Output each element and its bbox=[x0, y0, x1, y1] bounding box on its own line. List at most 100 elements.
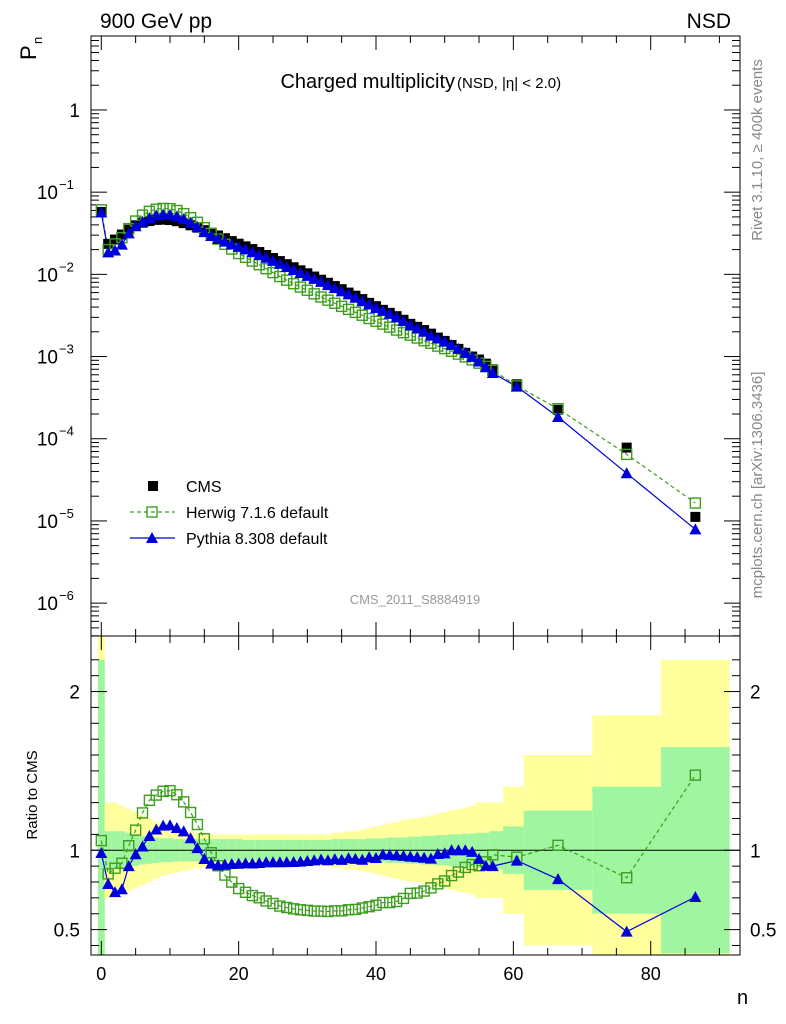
top-y-tick-label: 10 bbox=[37, 512, 58, 533]
herwig-ratio-marker bbox=[157, 785, 169, 797]
top-y-tick-exponent: −2 bbox=[59, 259, 74, 274]
herwig-marker bbox=[363, 312, 375, 325]
pythia-marker bbox=[273, 257, 286, 269]
pythia-ratio-marker bbox=[689, 891, 702, 903]
top-y-tick-label: 1 bbox=[69, 101, 80, 122]
pythia-ratio-marker bbox=[438, 847, 451, 859]
herwig-marker bbox=[390, 324, 403, 336]
pythia-marker bbox=[239, 243, 252, 255]
herwig-marker bbox=[356, 309, 368, 321]
header-left: 900 GeV pp bbox=[100, 10, 212, 33]
herwig-ratio-marker bbox=[620, 872, 633, 884]
pythia-ratio-marker bbox=[466, 845, 479, 857]
watermark: CMS_2011_S8884919 bbox=[350, 592, 481, 607]
pythia-marker bbox=[301, 269, 314, 281]
pythia-marker bbox=[328, 282, 341, 294]
herwig-marker bbox=[370, 315, 382, 328]
pythia-marker bbox=[212, 233, 225, 245]
pythia-ratio-marker bbox=[473, 852, 486, 864]
pythia-marker bbox=[383, 307, 396, 319]
herwig-ratio-marker bbox=[294, 904, 307, 916]
pythia-ratio-marker bbox=[459, 844, 472, 856]
pythia-marker bbox=[376, 304, 389, 316]
pythia-ratio-marker bbox=[95, 847, 108, 859]
herwig-marker bbox=[329, 297, 341, 309]
herwig-ratio-marker bbox=[281, 901, 293, 914]
cms-marker bbox=[158, 214, 169, 225]
pythia-marker bbox=[620, 467, 633, 479]
herwig-ratio-marker bbox=[322, 905, 334, 918]
pythia-marker bbox=[177, 213, 190, 225]
pythia-marker bbox=[424, 329, 437, 341]
herwig-ratio-marker bbox=[552, 839, 564, 852]
herwig-marker bbox=[287, 277, 300, 290]
pythia-ratio-marker bbox=[102, 878, 115, 890]
herwig-ratio-marker bbox=[390, 895, 403, 908]
x-tick-label: 20 bbox=[229, 964, 249, 984]
top-y-tick-exponent: −6 bbox=[59, 588, 74, 603]
herwig-ratio-marker bbox=[219, 869, 231, 881]
herwig-ratio-marker bbox=[287, 903, 300, 915]
pythia-marker bbox=[205, 229, 218, 241]
chart-title-main: Charged multiplicity bbox=[280, 71, 455, 93]
herwig-marker bbox=[294, 281, 307, 293]
top-ylabel-sub: n bbox=[30, 37, 45, 44]
pythia-marker bbox=[431, 332, 444, 344]
chart-title-sub: (NSD, |η| < 2.0) bbox=[457, 75, 561, 92]
top-y-tick-label: 10 bbox=[37, 183, 58, 204]
pythia-marker bbox=[218, 235, 231, 247]
header-right: NSD bbox=[687, 10, 731, 33]
herwig-ratio-marker bbox=[232, 882, 245, 895]
pythia-marker bbox=[552, 410, 565, 422]
herwig-ratio-marker bbox=[370, 899, 382, 911]
legend-marker-cms bbox=[148, 481, 158, 491]
pythia-marker bbox=[294, 266, 307, 278]
herwig-ratio-marker bbox=[191, 818, 204, 831]
herwig-ratio-marker bbox=[466, 858, 478, 871]
pythia-marker bbox=[287, 263, 300, 275]
pythia-marker bbox=[438, 335, 451, 347]
pythia-marker bbox=[397, 315, 410, 327]
pythia-marker bbox=[335, 285, 348, 297]
ratio-ylabel: Ratio to CMS bbox=[24, 750, 41, 839]
pythia-ratio-marker bbox=[184, 832, 197, 844]
x-tick-label: 60 bbox=[503, 964, 523, 984]
herwig-ratio-marker bbox=[253, 892, 265, 904]
pythia-ratio-marker bbox=[163, 819, 176, 831]
pythia-marker bbox=[689, 523, 702, 535]
herwig-ratio-marker bbox=[315, 905, 327, 917]
pythia-ratio-marker bbox=[136, 840, 149, 852]
top-ylabel-p: P bbox=[16, 45, 41, 60]
herwig-ratio-marker bbox=[459, 861, 471, 874]
herwig-ratio-marker bbox=[178, 796, 190, 808]
pythia-marker bbox=[260, 251, 273, 263]
ratio-y-tick-label-left: 2 bbox=[69, 683, 80, 704]
herwig-marker bbox=[349, 306, 362, 319]
pythia-marker bbox=[198, 226, 211, 238]
herwig-marker bbox=[689, 497, 702, 509]
ratio-panel-frame bbox=[90, 635, 741, 956]
herwig-ratio-marker bbox=[418, 885, 430, 897]
ratio-y-tick-label-left: 0.5 bbox=[54, 921, 80, 942]
cms-marker bbox=[164, 215, 175, 226]
pythia-marker bbox=[184, 216, 197, 228]
top-y-tick-label: 10 bbox=[37, 430, 58, 451]
legend-label-pythia: Pythia 8.308 default bbox=[186, 531, 328, 548]
herwig-line bbox=[100, 207, 696, 504]
pythia-ratio-marker bbox=[115, 883, 128, 895]
pythia-ratio-marker bbox=[177, 825, 190, 837]
herwig-ratio-marker bbox=[136, 807, 149, 819]
pythia-marker bbox=[95, 206, 108, 218]
pythia-marker bbox=[479, 361, 492, 373]
herwig-ratio-marker bbox=[239, 886, 252, 898]
herwig-marker bbox=[315, 291, 327, 303]
pythia-marker bbox=[404, 319, 417, 331]
pythia-marker bbox=[109, 244, 122, 256]
herwig-marker bbox=[335, 300, 348, 313]
pythia-ratio-marker bbox=[191, 842, 204, 854]
cms-marker bbox=[553, 404, 564, 415]
pythia-ratio-marker bbox=[150, 823, 163, 835]
pythia-ratio-marker bbox=[620, 925, 633, 937]
pythia-ratio-marker bbox=[510, 854, 523, 866]
cms-marker bbox=[110, 234, 121, 245]
